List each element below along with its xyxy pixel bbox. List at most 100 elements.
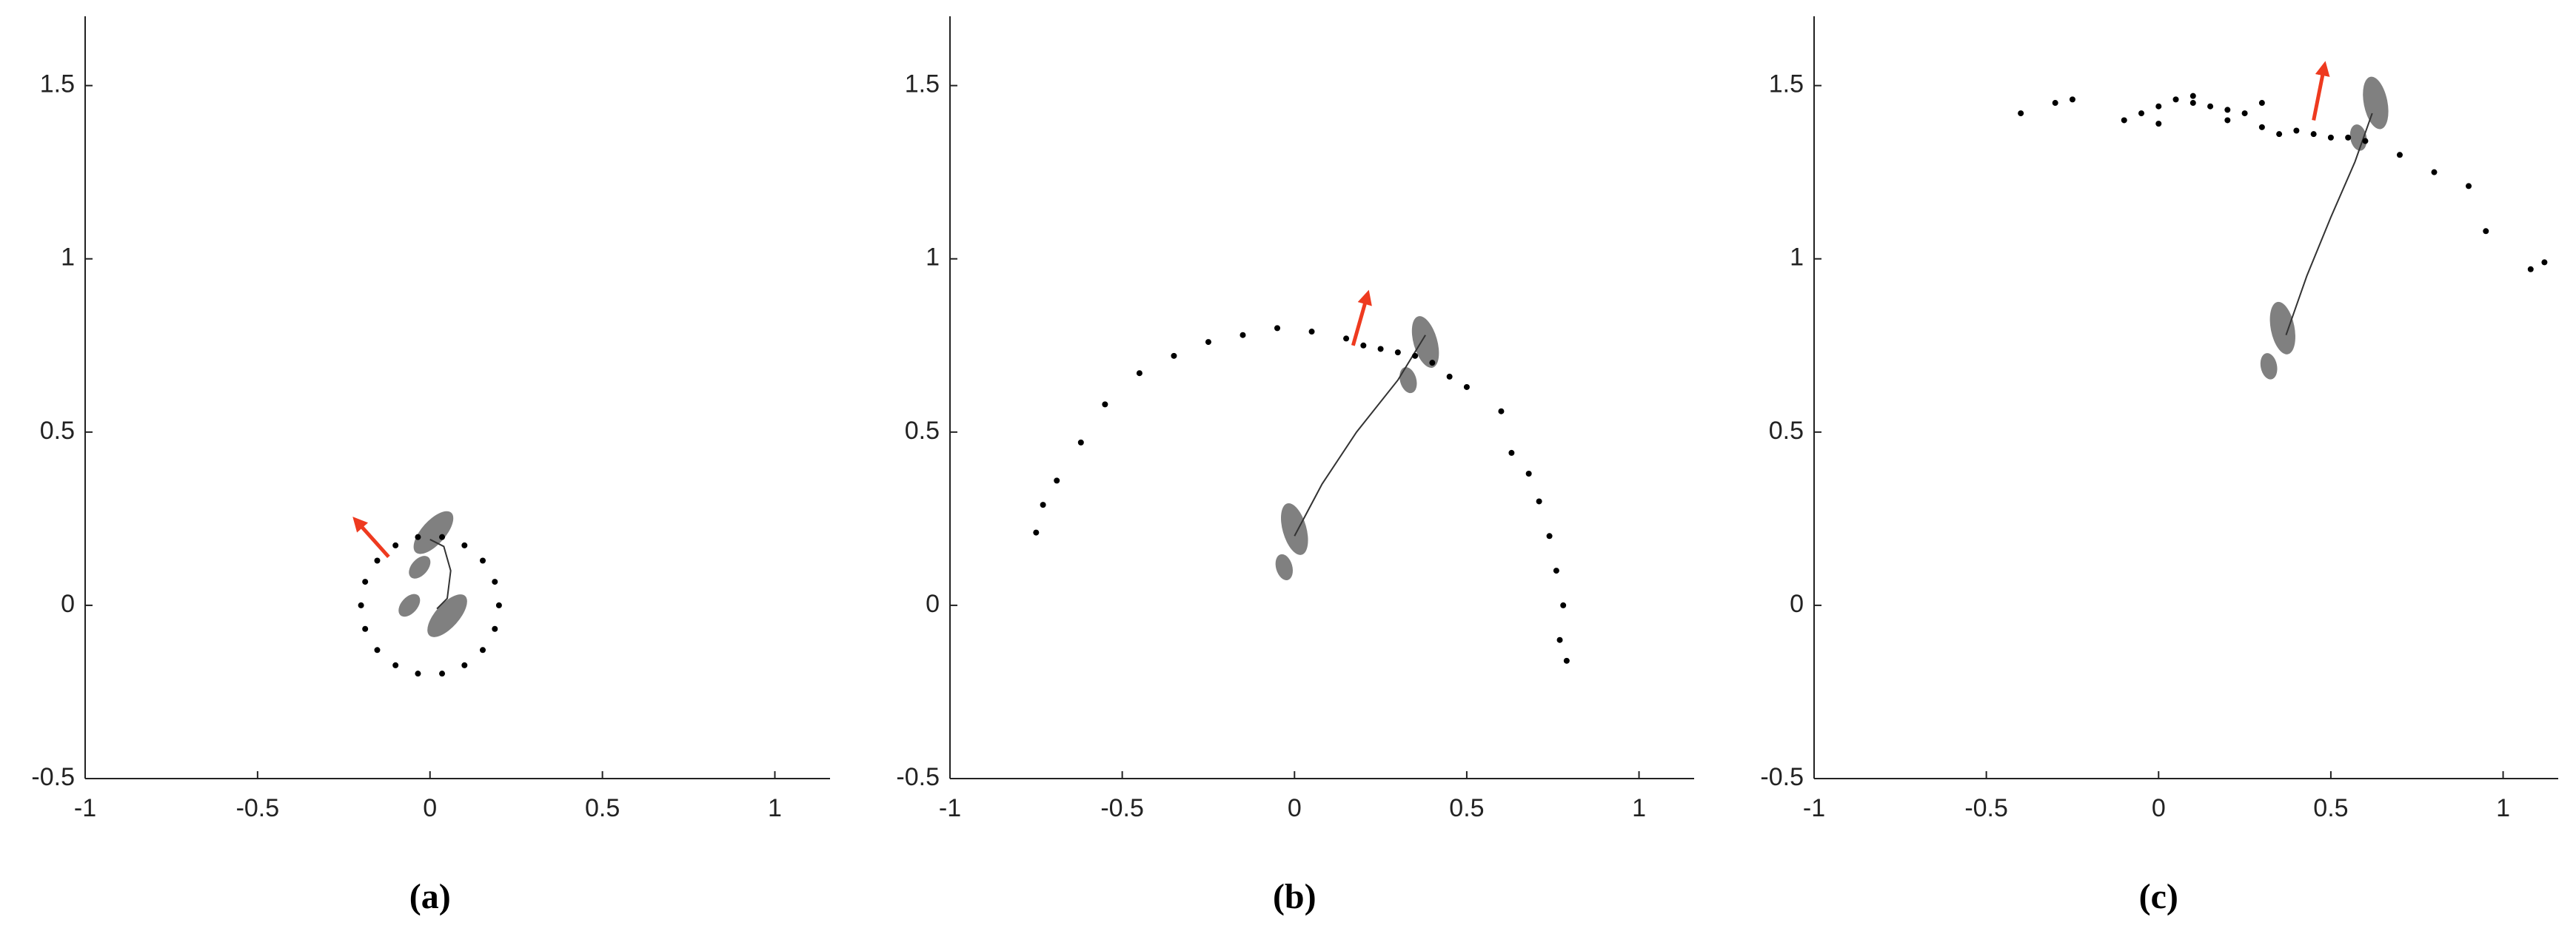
footprint	[2363, 76, 2389, 130]
point	[1560, 602, 1567, 608]
point	[2121, 117, 2127, 124]
point	[2172, 96, 2179, 103]
point	[1546, 533, 1553, 540]
point	[1040, 502, 1046, 508]
point	[392, 662, 399, 668]
point	[1102, 401, 1108, 408]
x-tick-label: 1	[2496, 794, 2510, 822]
x-tick-label: 1	[1632, 794, 1646, 822]
point	[1077, 439, 1084, 446]
y-tick-label: 1	[1790, 243, 1804, 272]
footprint	[413, 511, 454, 554]
point	[2276, 131, 2283, 138]
footprint	[1281, 503, 1308, 555]
point	[415, 671, 421, 677]
y-tick-label: 0	[926, 590, 940, 618]
point	[1412, 352, 1419, 359]
point	[1033, 529, 1040, 536]
point	[1308, 329, 1315, 335]
y-tick-label: 0.5	[1769, 417, 1804, 445]
point	[358, 602, 364, 608]
footprint	[409, 556, 431, 579]
y-tick-label: 1	[926, 243, 940, 272]
footprint	[1411, 316, 1439, 368]
point	[1377, 346, 1384, 352]
footprint	[427, 594, 467, 637]
footprint	[2349, 124, 2367, 151]
point	[2541, 259, 2548, 266]
point	[1525, 471, 1532, 477]
y-tick-label: -0.5	[31, 763, 75, 791]
point	[439, 534, 446, 540]
x-tick-label: -0.5	[1100, 794, 1144, 822]
point	[492, 625, 498, 632]
point	[2466, 183, 2472, 189]
x-tick-label: -0.5	[1964, 794, 2008, 822]
point	[2138, 110, 2145, 117]
point	[374, 647, 381, 654]
point	[2224, 117, 2231, 124]
footprint	[398, 594, 421, 617]
x-tick-label: 1	[768, 794, 782, 822]
y-tick-label: 0.5	[905, 417, 940, 445]
point	[2362, 138, 2369, 144]
point	[2052, 100, 2058, 107]
point	[2155, 121, 2162, 127]
x-tick-label: -0.5	[236, 794, 280, 822]
point	[2293, 127, 2300, 134]
point	[1429, 360, 1436, 366]
panel-label: (b)	[1273, 877, 1317, 916]
point	[1205, 339, 1211, 346]
point	[1394, 349, 1401, 356]
point	[461, 542, 468, 548]
heading-arrow	[1351, 289, 1372, 346]
point	[1171, 352, 1177, 359]
point	[2189, 100, 2196, 107]
y-tick-label: 1.5	[905, 70, 940, 98]
heading-arrow	[352, 517, 390, 559]
point	[1463, 383, 1470, 390]
point	[439, 671, 446, 677]
point	[2224, 107, 2231, 113]
panel: -1 -0.5 0 0.5 1 -0.5 0 0.5 1 1.5 (b)	[896, 16, 1694, 916]
point	[1508, 449, 1515, 456]
point	[362, 625, 369, 632]
point	[1274, 325, 1281, 332]
y-tick-label: 0.5	[40, 417, 75, 445]
panel: -1 -0.5 0 0.5 1 -0.5 0 0.5 1 1.5 (a)	[31, 16, 830, 916]
y-tick-label: 0	[1790, 590, 1804, 618]
point	[479, 647, 486, 654]
trajectory	[2285, 112, 2373, 336]
point	[374, 557, 381, 564]
footprint	[1275, 554, 1293, 580]
point	[495, 602, 502, 608]
x-tick-label: 0.5	[2313, 794, 2348, 822]
point	[392, 542, 399, 548]
point	[1343, 335, 1350, 342]
panel: -1 -0.5 0 0.5 1 -0.5 0 0.5 1 1.5 (c)	[1760, 16, 2558, 916]
point	[1536, 498, 1542, 505]
y-tick-label: -0.5	[1760, 763, 1804, 791]
y-tick-label: 1	[61, 243, 75, 272]
x-tick-label: 0.5	[1449, 794, 1484, 822]
point	[2345, 134, 2352, 141]
point	[362, 579, 369, 585]
trajectory	[1294, 335, 1426, 537]
point	[2069, 96, 2075, 103]
point	[1136, 370, 1143, 377]
point	[492, 579, 498, 585]
point	[2483, 228, 2489, 235]
point	[2018, 110, 2024, 117]
x-tick-label: 0.5	[585, 794, 620, 822]
point	[461, 662, 468, 668]
point	[1446, 373, 1453, 380]
point	[2189, 93, 2196, 99]
x-tick-label: -1	[74, 794, 96, 822]
point	[1054, 477, 1060, 484]
point	[2258, 124, 2265, 130]
point	[1360, 342, 1367, 349]
point	[2207, 103, 2214, 110]
point	[2527, 266, 2534, 272]
point	[2310, 131, 2317, 138]
